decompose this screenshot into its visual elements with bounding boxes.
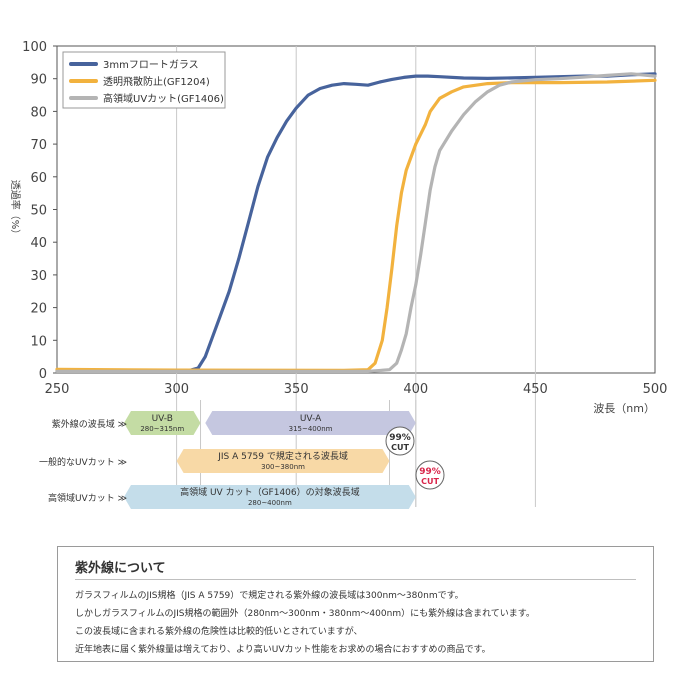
y-tick-label: 30	[30, 269, 47, 284]
band-sublabel: 280~315nm	[140, 425, 184, 433]
legend-label: 高領域UVカット(GF1406)	[103, 92, 224, 105]
band-label: 高領域 UV カット（GF1406）の対象波長域	[180, 486, 360, 498]
band-label: JIS A 5759 で規定される波長域	[217, 450, 348, 462]
series-line	[55, 72, 657, 373]
legend-label: 3mmフロートガラス	[103, 59, 199, 71]
band-label: UV-A	[300, 414, 322, 424]
y-tick-label: 20	[30, 302, 47, 317]
uv-band	[205, 411, 416, 435]
y-tick-label: 90	[30, 73, 47, 88]
info-line: 近年地表に届く紫外線量は増えており、より高いUVカット性能をお求めの場合におすす…	[75, 645, 491, 655]
band-sublabel: 300~380nm	[261, 463, 305, 471]
cut-badge	[385, 426, 415, 456]
cut-badge	[415, 460, 445, 490]
transmittance-chart: 0 10 20 30 40 50 60 70 80 90 100 250 300 350 400 450 500…	[9, 40, 668, 509]
series-line	[55, 72, 657, 373]
band-row-label: 高領域UVカット ≫	[48, 492, 127, 504]
x-tick-label: 500	[643, 382, 668, 397]
cut-badge-cut: CUT	[391, 443, 409, 452]
x-tick-label: 250	[45, 382, 70, 397]
y-tick-label: 50	[30, 204, 47, 219]
band-sublabel: 315~400nm	[289, 425, 333, 433]
info-box-divider	[75, 579, 636, 580]
uv-band	[123, 485, 416, 509]
band-row-label: 紫外線の波長域 ≫	[52, 418, 127, 430]
uv-band	[176, 449, 390, 473]
uv-info-box: 紫外線について ガラスフィルムのJIS規格（JIS A 5759）で規定される紫…	[57, 546, 654, 662]
y-tick-label: 100	[22, 40, 47, 55]
x-axis-label: 波長（nm）	[593, 402, 655, 415]
cut-badge-percent: 99%	[389, 433, 411, 443]
info-line: しかしガラスフィルムのJIS規格の範囲外（280nm〜300nm・380nm〜4…	[75, 609, 535, 619]
band-row-label: 一般的なUVカット ≫	[39, 456, 127, 468]
uv-band	[123, 411, 201, 435]
x-tick-label: 400	[403, 382, 428, 397]
info-box-title: 紫外線について	[75, 561, 166, 576]
x-tick-label: 450	[523, 382, 548, 397]
x-tick-label: 300	[164, 382, 189, 397]
y-tick-label: 60	[30, 171, 47, 186]
y-tick-label: 40	[30, 236, 47, 251]
band-sublabel: 280~400nm	[248, 499, 292, 507]
y-tick-label: 10	[30, 334, 47, 349]
cut-badge-percent: 99%	[419, 467, 441, 477]
info-line: ガラスフィルムのJIS規格（JIS A 5759）で規定される紫外線の波長域は3…	[75, 591, 464, 601]
info-line: この波長域に含まれる紫外線の危険性は比較的低いとされていますが、	[75, 627, 363, 637]
legend-label: 透明飛散防止(GF1204)	[103, 75, 210, 88]
y-tick-label: 80	[30, 105, 47, 120]
info-box-text: ガラスフィルムのJIS規格（JIS A 5759）で規定される紫外線の波長域は3…	[75, 587, 535, 659]
cut-badge-cut: CUT	[421, 477, 439, 486]
x-tick-label: 350	[284, 382, 309, 397]
band-label: UV-B	[152, 414, 173, 424]
y-axis-label: 透過率（%）	[9, 180, 22, 240]
y-tick-label: 70	[30, 138, 47, 153]
y-tick-label: 0	[39, 367, 47, 382]
